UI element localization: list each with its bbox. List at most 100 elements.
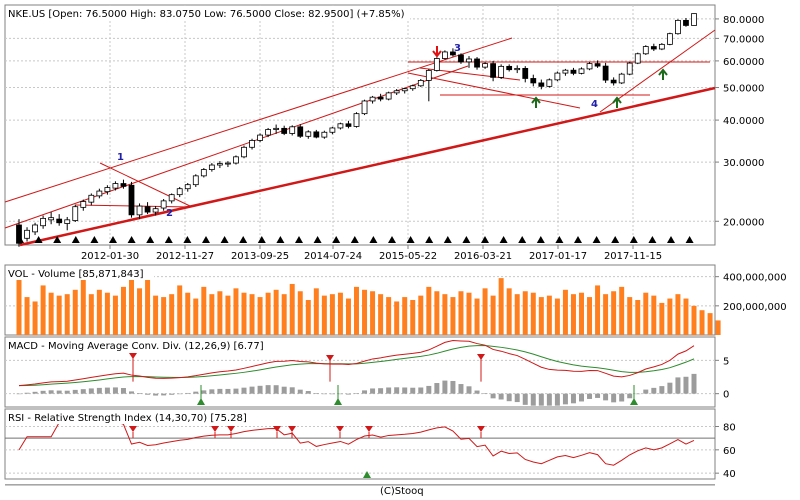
volume-bar — [273, 289, 279, 335]
candle-body — [305, 131, 312, 137]
macd-histogram-bar — [273, 385, 279, 394]
candle-body — [450, 51, 456, 56]
volume-bar — [16, 279, 22, 335]
macd-histogram-bar — [40, 390, 46, 394]
trend-line — [407, 72, 581, 109]
volume-bar — [72, 289, 78, 335]
volume-bar — [209, 294, 215, 335]
candle-body — [458, 54, 464, 63]
volume-bar — [691, 305, 697, 335]
price-x-ticks: 2012-01-30 2012-11-27 2013-09-25 2014-07-24… — [16, 236, 694, 262]
volume-bar — [458, 291, 464, 335]
candle-body — [626, 62, 633, 75]
volume-bar — [611, 291, 617, 335]
signal-markers — [432, 46, 668, 108]
macd-histogram-bar — [249, 386, 255, 394]
annotation-4: 4 — [591, 99, 598, 110]
macd-histogram-bar — [659, 386, 665, 394]
macd-histogram-bar — [538, 393, 544, 406]
rsi-panel: 40 60 80 RSI - Relative Strength Index (14… — [4, 408, 736, 486]
event-marker — [685, 236, 694, 243]
price-x-tick-label: 2012-01-30 — [81, 251, 139, 262]
volume-bar — [145, 279, 151, 335]
macd-histogram-bar — [675, 377, 681, 394]
buy-arrow — [612, 96, 622, 108]
trend-line — [4, 37, 513, 203]
candle-body — [289, 126, 296, 134]
event-marker — [109, 236, 117, 243]
candle-body — [128, 184, 135, 216]
macd-histogram-bar — [120, 388, 126, 394]
volume-bar — [619, 286, 625, 335]
macd-histogram-bar — [88, 388, 94, 394]
macd-histogram-bar — [426, 385, 432, 394]
macd-histogram-bar — [506, 393, 512, 402]
volume-bar — [249, 294, 255, 335]
volume-bar — [137, 288, 143, 335]
macd-histogram-bar — [450, 380, 456, 394]
candle-body — [241, 146, 247, 158]
candle-body — [56, 218, 63, 224]
event-marker — [276, 236, 285, 243]
volume-bar — [579, 292, 584, 335]
candle-body — [650, 46, 657, 50]
volume-bar — [32, 301, 38, 335]
volume-bar — [498, 278, 504, 335]
candle-body — [433, 58, 440, 71]
event-marker — [574, 236, 582, 243]
event-marker — [220, 236, 229, 243]
volume-bar — [683, 298, 689, 335]
candle-body — [144, 206, 151, 213]
volume-bar — [522, 291, 528, 335]
candle-body — [594, 63, 601, 67]
price-y-ticks: 20.0000 30.0000 40.0000 50.0000 60.0000 70.00… — [715, 15, 764, 228]
macd-histogram-bar — [402, 387, 408, 394]
macd-title: MACD - Moving Average Conv. Div. (12,26,… — [8, 341, 264, 352]
macd-histogram-bar — [442, 380, 448, 394]
candle-body — [642, 46, 649, 55]
macd-histogram-bar — [627, 393, 633, 399]
macd-buy-marker — [334, 398, 342, 405]
candle-body — [683, 19, 689, 26]
volume-bar — [233, 288, 239, 335]
volume-bar — [410, 300, 416, 335]
volume-bar — [289, 283, 295, 335]
macd-histogram-bar — [281, 386, 287, 394]
candle-body — [329, 127, 336, 133]
macd-histogram-bar — [305, 391, 311, 394]
macd-histogram-bar — [683, 376, 689, 394]
candle-body — [225, 162, 231, 165]
volume-bar — [225, 295, 231, 335]
price-x-tick-label: 2015-05-22 — [379, 251, 437, 262]
volume-tick-label: 400,000,000 — [723, 273, 787, 284]
candle-body — [675, 19, 681, 35]
macd-histogram-bar — [321, 393, 327, 395]
candle-body — [16, 224, 22, 244]
candle-body — [192, 175, 199, 186]
macd-histogram-bar — [418, 387, 424, 394]
macd-histogram-bar — [161, 393, 167, 396]
volume-bar — [281, 294, 287, 335]
candle-body — [200, 169, 207, 177]
volume-bar — [321, 295, 327, 335]
volume-bar — [434, 291, 440, 335]
candle-body — [562, 69, 569, 74]
macd-histogram-bar — [354, 393, 359, 394]
volume-bar — [337, 292, 343, 335]
candle-body — [337, 123, 344, 129]
candle-body — [313, 131, 320, 138]
rsi-overbought-marker — [129, 426, 137, 432]
event-marker — [481, 236, 489, 243]
rsi-overbought-marker — [211, 426, 219, 432]
macd-histogram-bar — [112, 387, 118, 394]
macd-histogram-bar — [498, 393, 504, 400]
candle-body — [353, 113, 360, 127]
macd-histogram-bar — [611, 393, 617, 403]
candle-body — [168, 194, 175, 202]
candle-body — [538, 82, 545, 87]
event-marker — [629, 236, 638, 243]
volume-bar — [185, 292, 191, 335]
macd-histogram-bar — [362, 390, 368, 394]
rsi-line — [18, 420, 695, 466]
